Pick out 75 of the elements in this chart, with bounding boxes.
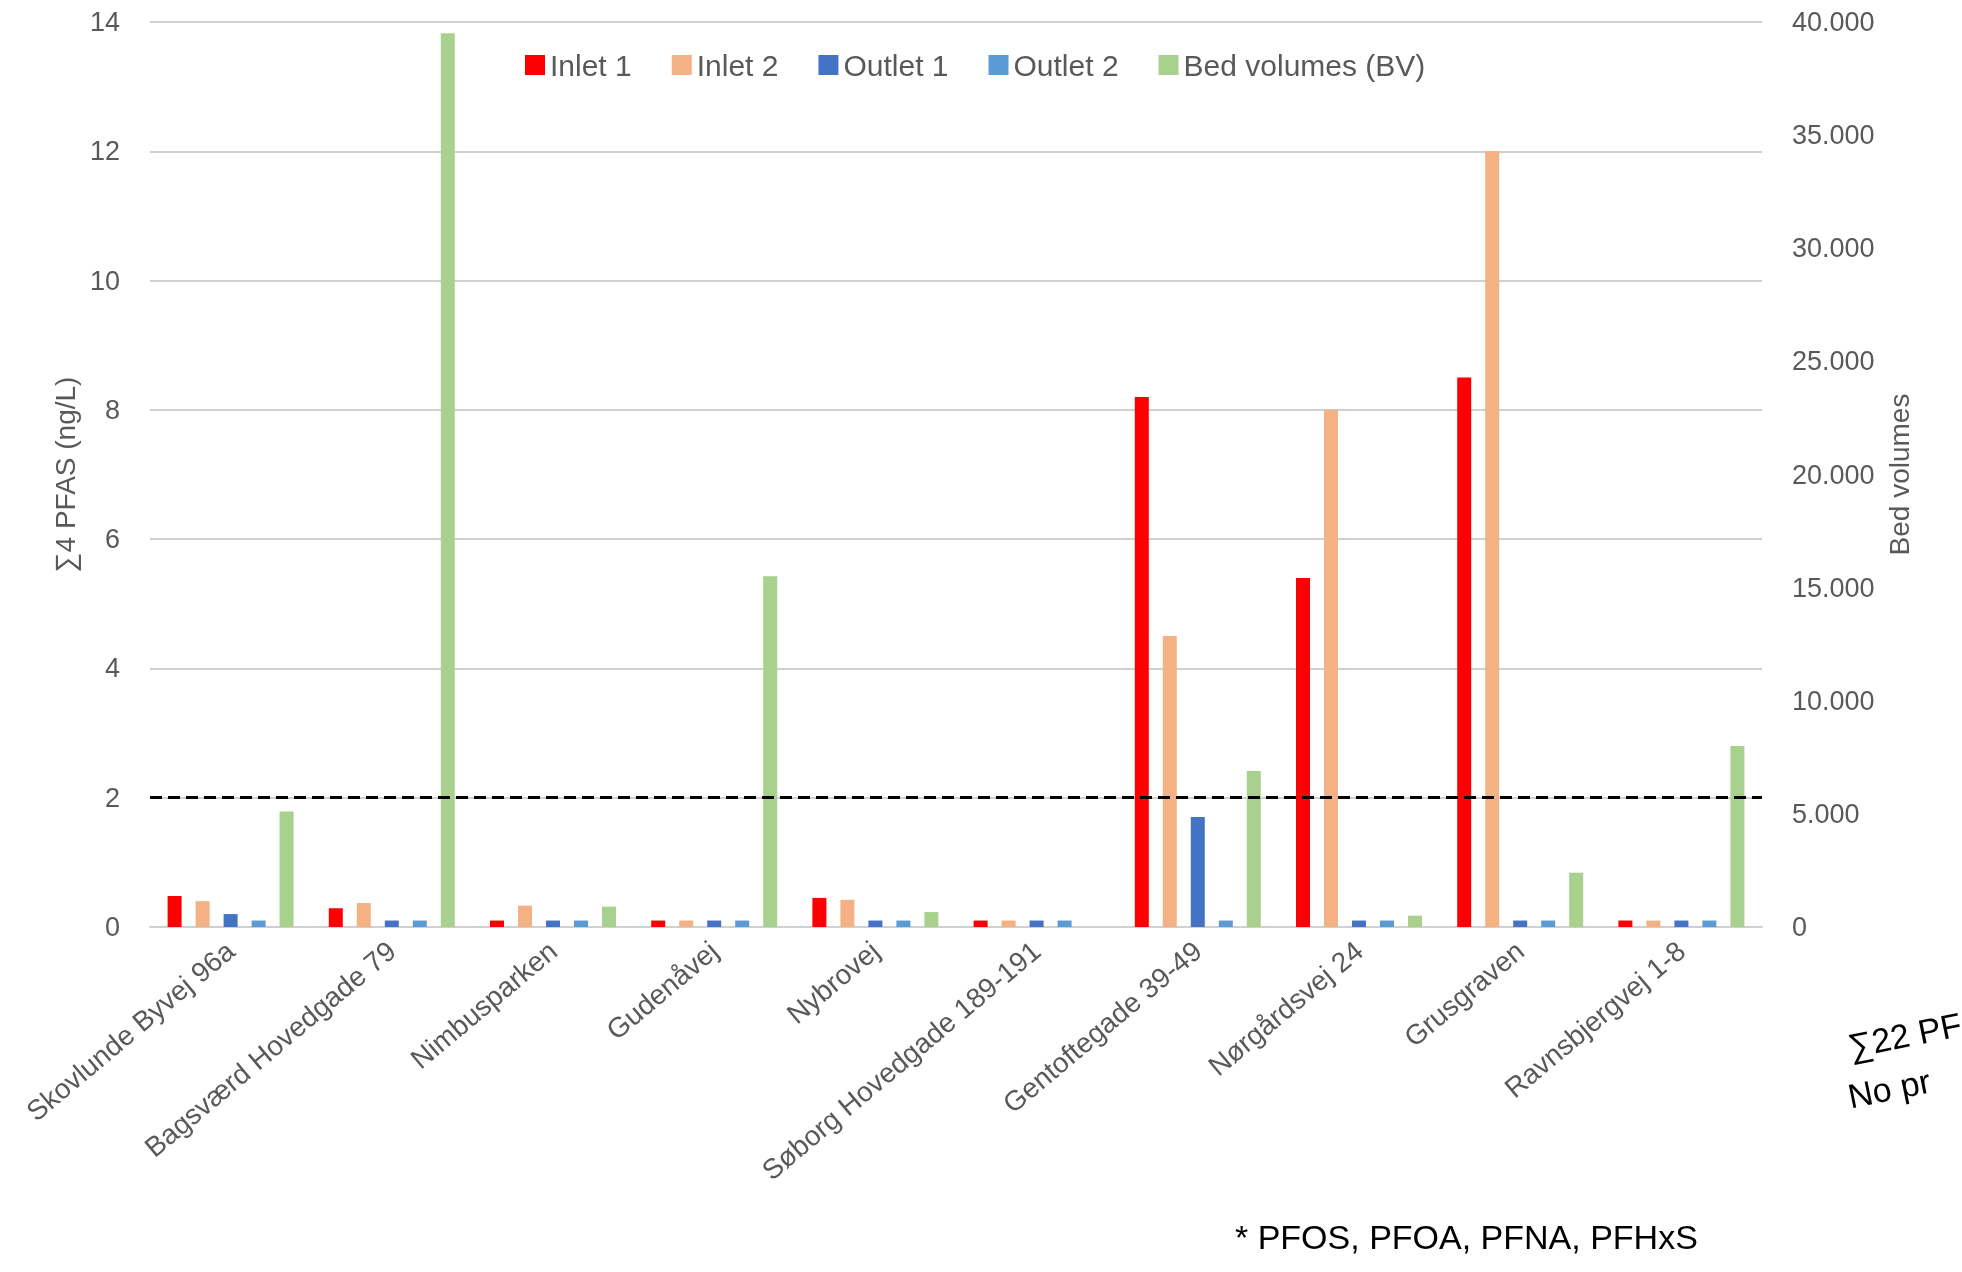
- y2-tick-label: 20.000: [1792, 459, 1875, 490]
- bar: [1134, 396, 1149, 927]
- text: * PFOS, PFOA, PFNA, PFHxS: [1235, 1218, 1698, 1256]
- y2-tick-label: 0: [1792, 912, 1808, 942]
- bar: [1730, 746, 1745, 927]
- y-tick-label: 0: [104, 912, 120, 942]
- bar: [412, 920, 427, 927]
- bar: [1057, 920, 1072, 927]
- bar: [440, 33, 455, 927]
- bar: [251, 920, 266, 927]
- bar: [574, 920, 588, 927]
- y-tick-label: 10: [89, 265, 120, 296]
- y2-tick-label: 35.000: [1792, 120, 1875, 151]
- y2-tick-label: 5.000: [1792, 798, 1860, 829]
- bar: [868, 920, 883, 927]
- bar: [763, 576, 778, 927]
- bar: [1618, 920, 1633, 927]
- bar: [679, 920, 694, 927]
- bar: [490, 920, 504, 927]
- bar: [735, 920, 750, 927]
- bar: [328, 908, 343, 927]
- bar: [1569, 872, 1584, 927]
- bar: [1218, 920, 1233, 927]
- bar: [1246, 770, 1261, 927]
- bar: [518, 905, 532, 927]
- bar: [1296, 577, 1310, 927]
- bar: [1485, 151, 1500, 927]
- y2-axis-title: Bed volumes: [1883, 393, 1915, 556]
- bar: [1352, 920, 1366, 927]
- y2-tick-label: 25.000: [1792, 346, 1875, 377]
- bar: [1029, 920, 1044, 927]
- y-axis-title: ∑4 PFAS (ng/L): [49, 376, 81, 573]
- bar: [1190, 817, 1205, 927]
- bar: [167, 895, 182, 927]
- bar: [1162, 636, 1177, 927]
- bar: [1408, 915, 1422, 927]
- bar: [812, 897, 827, 927]
- bar: [356, 903, 371, 927]
- y2-tick-label: 30.000: [1792, 233, 1875, 264]
- y-tick-label: 12: [89, 136, 120, 167]
- bar: [840, 899, 855, 927]
- bar: [973, 920, 988, 927]
- text: ∑22 PF: [1844, 1005, 1962, 1067]
- y-tick-label: 14: [89, 7, 120, 37]
- y2-tick-label: 40.000: [1792, 7, 1875, 37]
- bar: [1513, 920, 1528, 927]
- y-tick-label: 8: [104, 394, 120, 425]
- y-tick-label: 4: [104, 653, 120, 684]
- bar: [602, 906, 616, 927]
- legend-label: Bed volumes (BV): [1183, 48, 1426, 82]
- bar: [195, 901, 210, 927]
- bar: [1646, 920, 1661, 927]
- bar: [384, 920, 399, 927]
- bar: [1702, 920, 1717, 927]
- bar: [1324, 409, 1338, 927]
- bar: [1674, 920, 1689, 927]
- legend-label: Inlet 1: [550, 48, 632, 82]
- bar: [279, 811, 294, 927]
- bar: [223, 914, 238, 927]
- y-tick-label: 6: [104, 524, 120, 555]
- bar: [1001, 920, 1016, 927]
- legend-label: Outlet 2: [1013, 48, 1119, 82]
- y2-tick-label: 10.000: [1792, 685, 1875, 716]
- bar: [651, 920, 666, 927]
- legend-label: Inlet 2: [696, 48, 779, 82]
- bar: [896, 920, 911, 927]
- bar: [1457, 377, 1472, 927]
- bar: [546, 920, 560, 927]
- legend-label: Outlet 1: [843, 48, 949, 82]
- y2-tick-label: 15.000: [1792, 572, 1875, 603]
- bar: [924, 912, 939, 927]
- bar: [1541, 920, 1556, 927]
- y-tick-label: 2: [104, 782, 120, 813]
- bar: [707, 920, 722, 927]
- bar: [1380, 920, 1394, 927]
